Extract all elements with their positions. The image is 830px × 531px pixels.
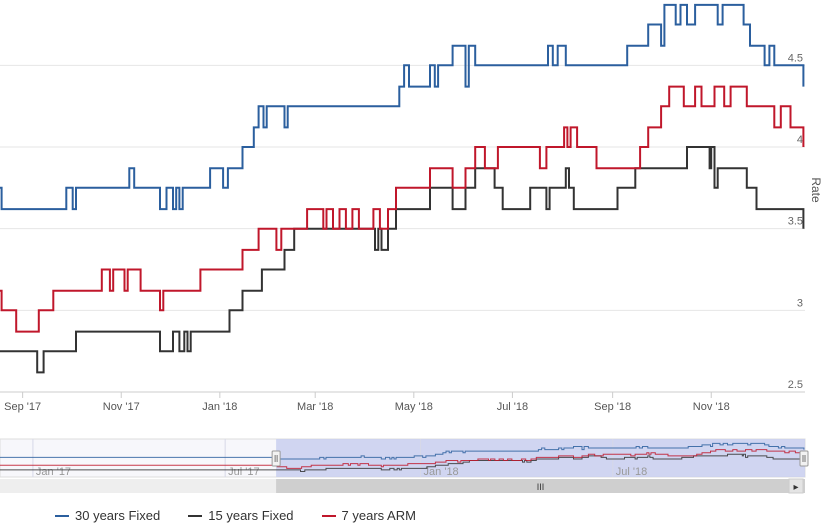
navigator-handle-left[interactable] bbox=[271, 450, 281, 467]
x-tick-label: Sep '18 bbox=[594, 401, 631, 413]
y-axis-title: Rate bbox=[809, 177, 823, 203]
y-tick-label: 4 bbox=[797, 134, 803, 146]
x-tick-label: May '18 bbox=[395, 401, 433, 413]
navigator-selection[interactable] bbox=[276, 439, 806, 477]
navigator-label: Jul '17 bbox=[228, 466, 259, 478]
legend-swatch bbox=[188, 514, 203, 517]
x-tick-label: Mar '18 bbox=[297, 401, 333, 413]
legend-swatch bbox=[55, 514, 69, 517]
axis-layer: Rate 2.5 3 3.5 4 4.5 Sep '17 Nov '17 Jan '18 Mar… bbox=[4, 52, 823, 413]
y-tick-label: 2.5 bbox=[788, 379, 803, 391]
navigator-handle-right[interactable] bbox=[799, 450, 809, 467]
x-tick-label: Nov '18 bbox=[693, 401, 730, 413]
series-line-30-years-fixed[interactable] bbox=[0, 3, 805, 211]
navigator-label: Jan '17 bbox=[36, 466, 71, 478]
legend-item-7-years-arm[interactable]: 7 years ARM bbox=[321, 508, 416, 523]
scrollbar-right-button[interactable] bbox=[788, 478, 804, 494]
legend-swatch bbox=[321, 514, 336, 517]
legend-label: 30 years Fixed bbox=[75, 508, 161, 523]
chart-svg: Rate 2.5 3 3.5 4 4.5 Sep '17 Nov '17 Jan '18 Mar… bbox=[0, 3, 823, 494]
scrollbar-grip: III bbox=[537, 482, 545, 492]
navigator-label: Jan '18 bbox=[424, 466, 459, 478]
series-layer bbox=[0, 3, 805, 374]
y-tick-label: 3 bbox=[797, 297, 803, 309]
navigator-series-line bbox=[0, 442, 805, 460]
legend-item-30-years-fixed[interactable]: 30 years Fixed bbox=[55, 508, 160, 523]
y-tick-label: 3.5 bbox=[788, 216, 803, 228]
scrollbar-thumb[interactable] bbox=[276, 479, 806, 493]
x-tick-label: Nov '17 bbox=[103, 401, 140, 413]
y-tick-label: 4.5 bbox=[788, 52, 803, 64]
x-tick-label: Jul '18 bbox=[497, 401, 528, 413]
legend-item-15-years-fixed[interactable]: 15 years Fixed bbox=[188, 508, 294, 523]
navigator-series-line bbox=[0, 453, 805, 472]
chart-legend: 30 years Fixed 15 years Fixed 7 years ARM bbox=[55, 508, 416, 523]
legend-label: 15 years Fixed bbox=[208, 508, 294, 523]
grid-layer bbox=[0, 64, 805, 398]
navigator-series-line bbox=[0, 449, 805, 469]
series-line-15-years-fixed[interactable] bbox=[0, 146, 805, 374]
x-tick-label: Sep '17 bbox=[4, 401, 41, 413]
range-navigator[interactable]: Jan '17 Jul '17 Jan '18 Jul '18 III ▸ bbox=[0, 438, 809, 494]
x-tick-label: Jan '18 bbox=[202, 401, 237, 413]
scroll-right-arrow-icon: ▸ bbox=[793, 482, 798, 493]
navigator-label: Jul '18 bbox=[616, 466, 647, 478]
series-line-7-years-arm[interactable] bbox=[0, 85, 805, 333]
legend-label: 7 years ARM bbox=[341, 508, 416, 523]
